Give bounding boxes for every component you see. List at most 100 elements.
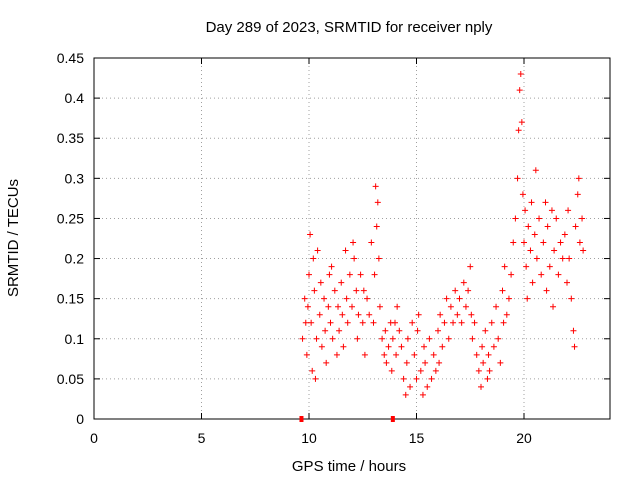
data-point xyxy=(480,359,487,366)
data-point xyxy=(400,375,407,382)
data-point xyxy=(456,295,463,302)
y-tick-label: 0.3 xyxy=(65,170,85,186)
data-point xyxy=(301,295,308,302)
data-point xyxy=(417,367,424,374)
data-point xyxy=(314,247,321,254)
data-point xyxy=(317,279,324,286)
data-point xyxy=(318,343,325,350)
data-point xyxy=(355,311,362,318)
data-point xyxy=(393,351,400,358)
data-point xyxy=(574,191,581,198)
data-point xyxy=(538,271,545,278)
data-point xyxy=(503,311,510,318)
data-point xyxy=(467,263,474,270)
data-point xyxy=(373,223,380,230)
data-point xyxy=(555,271,562,278)
y-tick-label: 0.25 xyxy=(57,210,84,226)
data-point xyxy=(517,71,524,78)
x-tick-label: 5 xyxy=(198,430,206,446)
data-point xyxy=(568,295,575,302)
data-point xyxy=(518,119,525,126)
data-point xyxy=(564,279,570,286)
data-point xyxy=(361,351,368,358)
data-point xyxy=(447,303,454,310)
data-point xyxy=(328,263,335,270)
data-point xyxy=(299,335,306,342)
data-point xyxy=(372,183,379,190)
data-point xyxy=(310,255,317,262)
data-point xyxy=(460,279,467,286)
data-point xyxy=(522,207,529,214)
data-point xyxy=(436,359,443,366)
data-point xyxy=(484,375,491,382)
data-point xyxy=(576,239,583,246)
data-point xyxy=(500,319,507,326)
data-point xyxy=(468,311,475,318)
data-point xyxy=(579,215,586,222)
data-point xyxy=(475,367,482,374)
data-point xyxy=(335,303,342,310)
data-point xyxy=(421,343,428,350)
data-point xyxy=(536,215,543,222)
data-point xyxy=(422,359,429,366)
data-point xyxy=(359,319,366,326)
data-point xyxy=(312,375,319,382)
data-point xyxy=(306,271,312,278)
data-point xyxy=(482,327,489,334)
data-point xyxy=(350,239,357,246)
data-point xyxy=(340,343,347,350)
data-point xyxy=(413,375,420,382)
data-point xyxy=(571,343,578,350)
data-point xyxy=(495,335,502,342)
data-point xyxy=(532,167,539,174)
data-point xyxy=(527,247,534,254)
x-tick-label: 10 xyxy=(301,430,317,446)
data-point xyxy=(381,351,388,358)
data-point xyxy=(543,287,550,294)
data-point xyxy=(445,335,452,342)
data-point xyxy=(403,359,410,366)
data-point xyxy=(402,391,409,398)
data-point xyxy=(546,263,553,270)
data-point xyxy=(353,287,360,294)
data-point xyxy=(389,335,396,342)
data-point xyxy=(514,175,521,182)
data-point xyxy=(557,239,564,246)
data-points xyxy=(299,71,587,398)
data-point xyxy=(523,263,530,270)
data-point xyxy=(469,335,476,342)
data-point xyxy=(580,247,587,254)
data-point xyxy=(374,199,381,206)
data-point xyxy=(473,351,480,358)
data-point xyxy=(542,199,549,206)
data-point xyxy=(313,335,320,342)
data-point xyxy=(490,343,497,350)
data-point xyxy=(540,239,547,246)
data-point xyxy=(309,367,316,374)
data-point xyxy=(415,311,422,318)
data-point xyxy=(396,327,403,334)
data-point xyxy=(382,327,389,334)
data-point xyxy=(311,287,318,294)
data-point xyxy=(529,279,536,286)
y-tick-label: 0.45 xyxy=(57,50,84,66)
data-point xyxy=(497,359,504,366)
data-point xyxy=(419,391,426,398)
data-point xyxy=(550,303,557,310)
data-point xyxy=(533,255,540,262)
data-point xyxy=(428,375,435,382)
data-point xyxy=(322,327,329,334)
data-point xyxy=(486,367,493,374)
data-point xyxy=(308,319,315,326)
data-point xyxy=(505,295,512,302)
data-point xyxy=(551,247,558,254)
data-point xyxy=(435,327,441,334)
data-point xyxy=(302,319,309,326)
data-point xyxy=(508,271,515,278)
data-point xyxy=(441,319,448,326)
data-point xyxy=(512,215,519,222)
data-point xyxy=(454,311,461,318)
data-point xyxy=(366,311,373,318)
x-tick-label: 20 xyxy=(516,430,532,446)
